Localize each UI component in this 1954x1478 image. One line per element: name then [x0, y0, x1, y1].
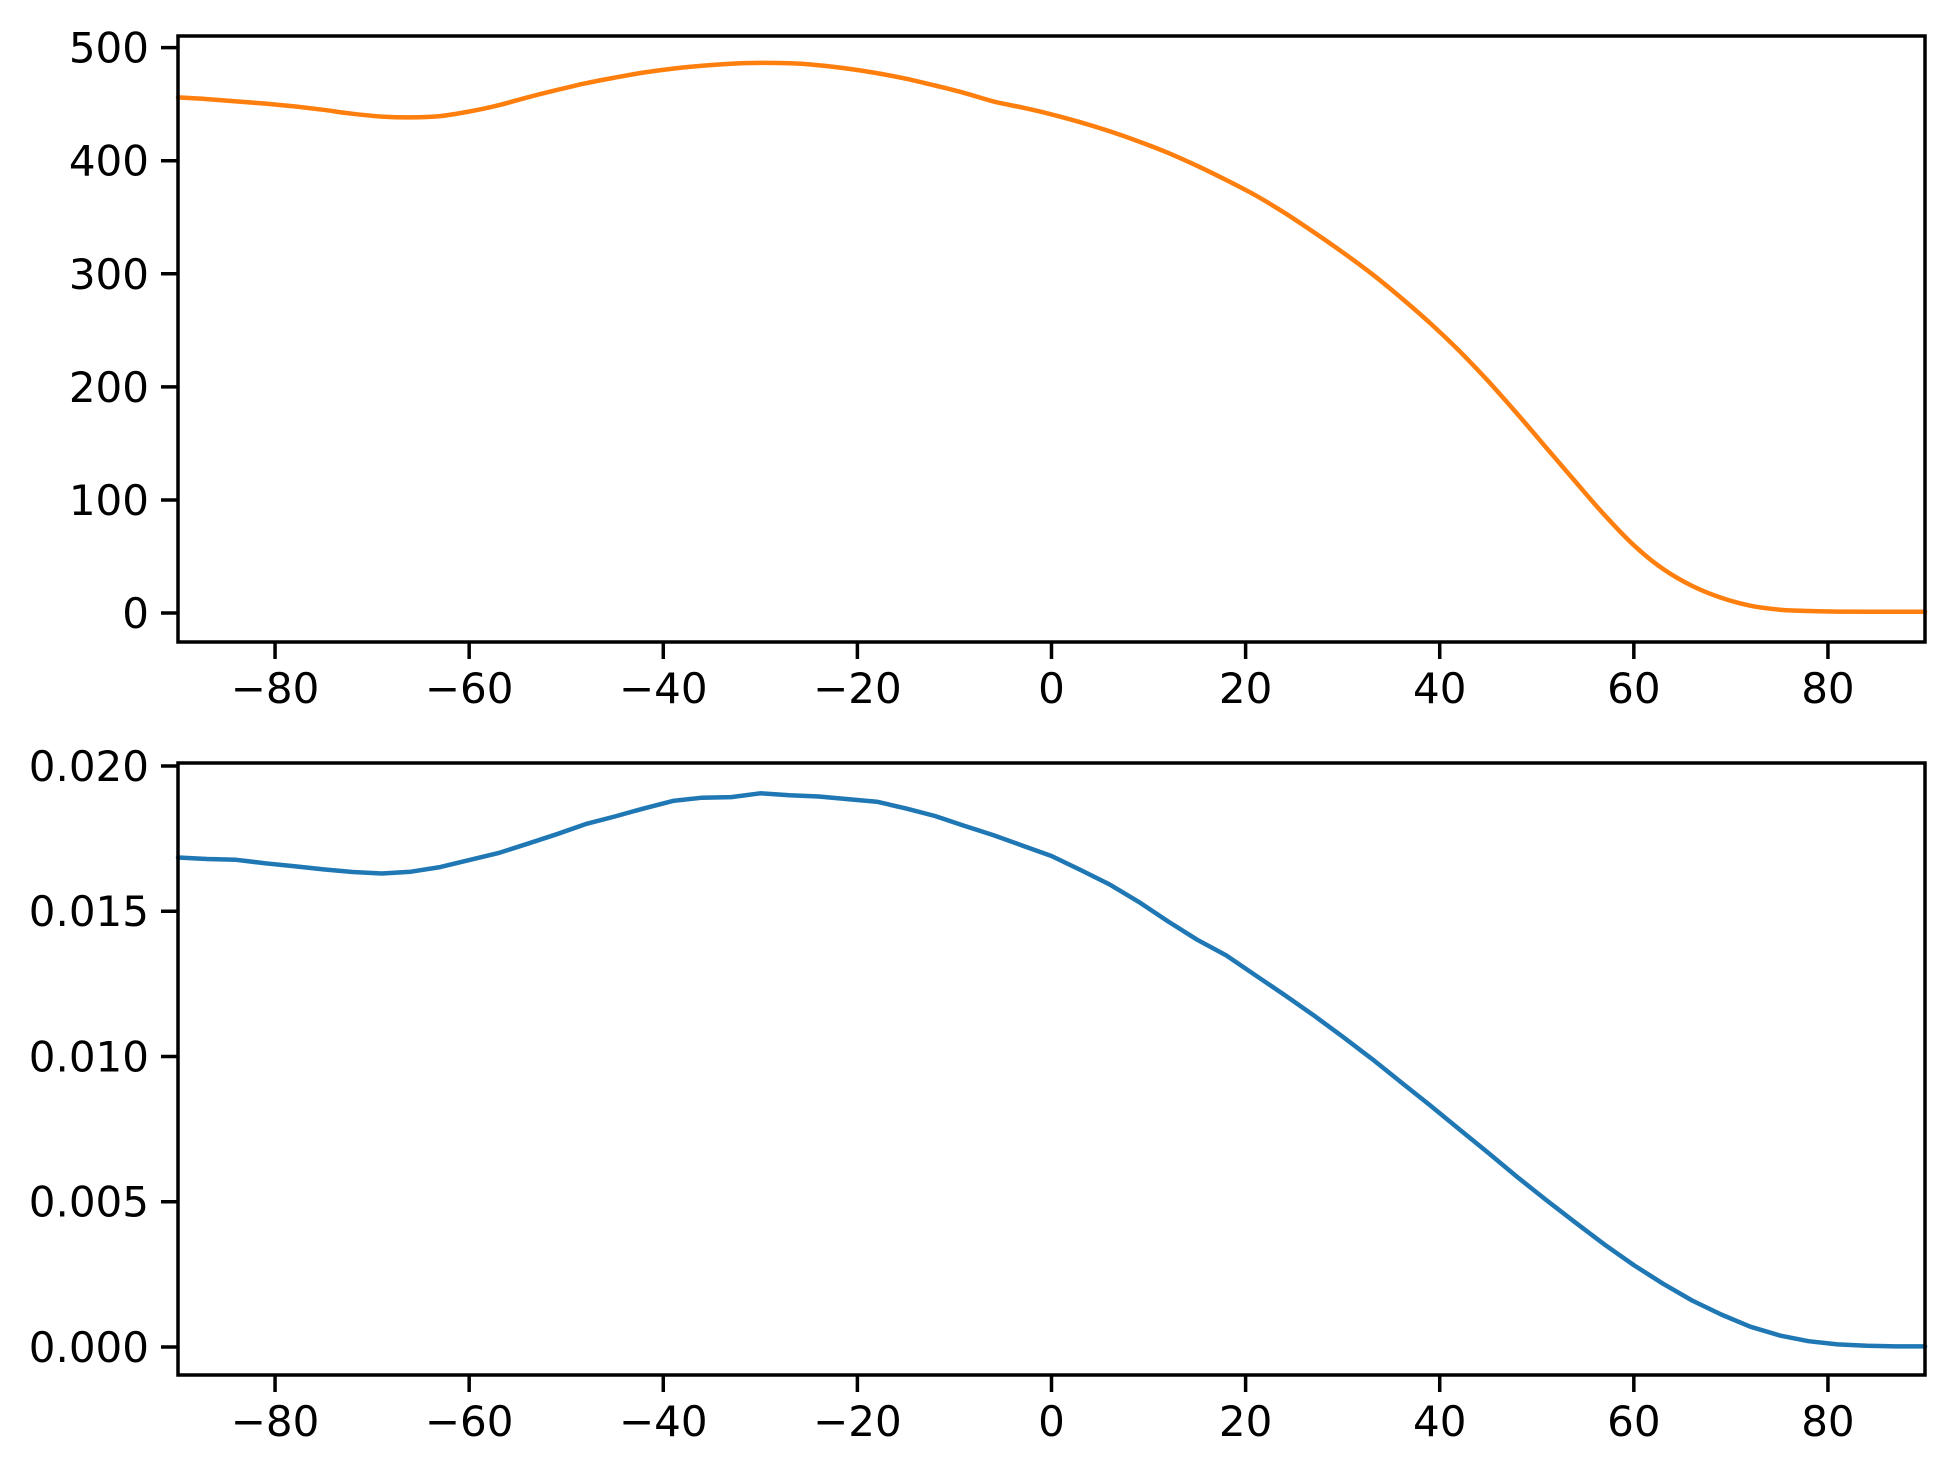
- y-tick-label-top: 400: [69, 137, 149, 186]
- x-tick-label-top: 60: [1607, 664, 1660, 713]
- y-tick-label-top: 200: [69, 363, 149, 412]
- y-tick-label-top: 0: [122, 589, 149, 638]
- orange-curve-top-plot: [175, 60, 1928, 614]
- x-tick-label-bottom: −80: [231, 1397, 320, 1446]
- x-tick-label-bottom: 0: [1038, 1397, 1065, 1446]
- x-tick-label-bottom: 40: [1413, 1397, 1466, 1446]
- x-tick-label-bottom: 80: [1801, 1397, 1854, 1446]
- y-tick-label-bottom: 0.015: [29, 887, 149, 936]
- y-tick-label-top: 500: [69, 24, 149, 73]
- x-tick-label-top: −20: [813, 664, 902, 713]
- x-tick-label-top: 40: [1413, 664, 1466, 713]
- x-tick-label-bottom: 60: [1607, 1397, 1660, 1446]
- y-tick-label-bottom: 0.000: [29, 1323, 149, 1372]
- y-tick-label-top: 100: [69, 476, 149, 525]
- y-tick-label-top: 300: [69, 250, 149, 299]
- x-tick-label-top: 80: [1801, 664, 1854, 713]
- x-tick-label-top: −60: [425, 664, 514, 713]
- x-tick-label-top: −40: [619, 664, 708, 713]
- y-tick-label-bottom: 0.010: [29, 1032, 149, 1081]
- x-tick-label-top: −80: [231, 664, 320, 713]
- x-tick-label-bottom: −40: [619, 1397, 708, 1446]
- x-tick-label-bottom: 20: [1219, 1397, 1272, 1446]
- y-tick-label-bottom: 0.020: [29, 742, 149, 791]
- x-tick-label-top: 0: [1038, 664, 1065, 713]
- x-tick-label-top: 20: [1219, 664, 1272, 713]
- y-tick-label-bottom: 0.005: [29, 1178, 149, 1227]
- x-tick-label-bottom: −20: [813, 1397, 902, 1446]
- blue-curve-bottom-plot: [175, 791, 1928, 1349]
- x-tick-label-bottom: −60: [425, 1397, 514, 1446]
